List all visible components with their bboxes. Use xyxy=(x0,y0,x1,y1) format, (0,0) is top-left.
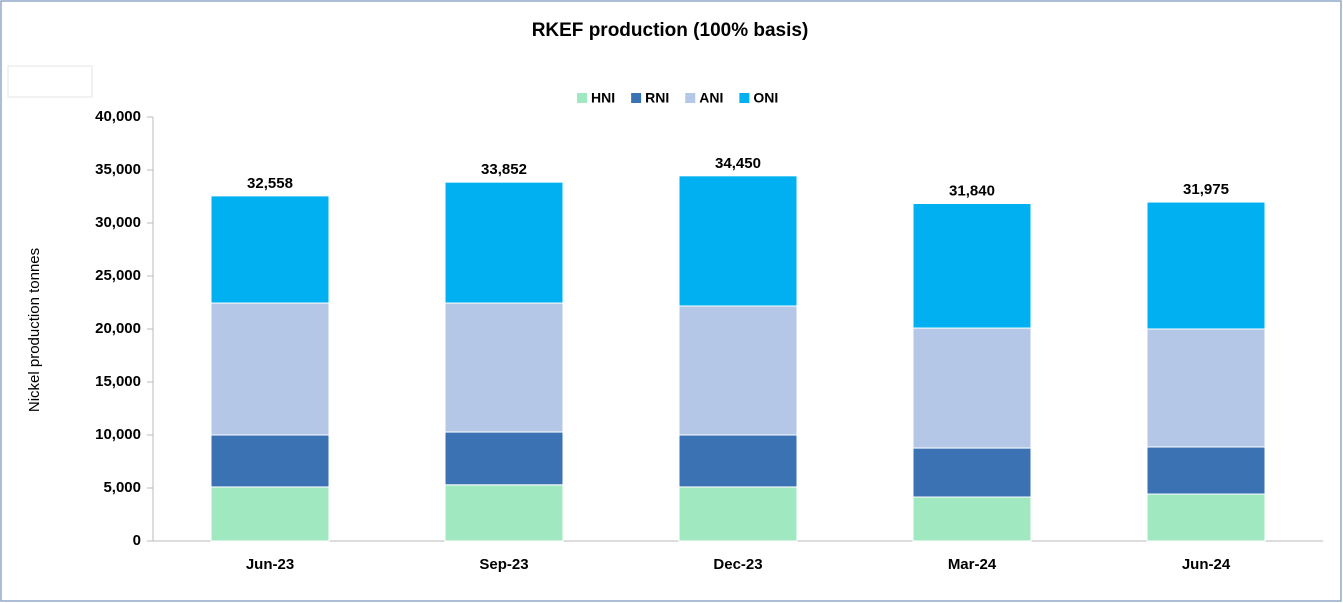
legend-swatch xyxy=(685,93,696,103)
bar-segment xyxy=(912,496,1032,542)
blank-box xyxy=(7,65,93,98)
bar-segment xyxy=(912,447,1032,498)
y-tick-label: 25,000 xyxy=(95,267,141,284)
bar-segment xyxy=(678,175,798,307)
bar-segment xyxy=(1146,446,1266,495)
legend-label: RNI xyxy=(645,90,669,106)
bar-segment xyxy=(444,181,564,304)
y-tick-label: 20,000 xyxy=(95,320,141,337)
y-axis-label: Nickel production tonnes xyxy=(26,248,43,412)
bar-segment xyxy=(678,486,798,542)
total-label: 33,852 xyxy=(481,161,527,178)
bar-segment xyxy=(444,431,564,486)
bar-segment xyxy=(210,434,330,488)
total-label: 31,975 xyxy=(1183,181,1229,198)
bar-segment xyxy=(678,434,798,488)
y-tick-label: 0 xyxy=(133,532,141,549)
bar-segment xyxy=(444,302,564,433)
legend-swatch xyxy=(631,93,642,103)
x-tick-label: Sep-23 xyxy=(479,556,528,573)
bar-segment xyxy=(912,327,1032,449)
bar-segment xyxy=(1146,328,1266,448)
total-label: 32,558 xyxy=(247,175,293,192)
legend-swatch xyxy=(577,93,587,103)
y-tick-label: 5,000 xyxy=(103,479,141,496)
bar-segment xyxy=(210,302,330,436)
bar-segment xyxy=(678,305,798,436)
y-tick-label: 15,000 xyxy=(95,373,141,390)
x-tick-label: Mar-24 xyxy=(948,556,997,573)
bar-segment xyxy=(210,486,330,542)
x-tick-label: Jun-24 xyxy=(1182,556,1231,573)
bar-segment xyxy=(210,195,330,304)
x-tick-label: Dec-23 xyxy=(713,556,762,573)
y-tick-label: 35,000 xyxy=(95,161,141,178)
total-label: 34,450 xyxy=(715,155,761,172)
legend-label: ONI xyxy=(753,90,778,106)
y-tick-label: 40,000 xyxy=(95,108,141,125)
y-tick-label: 10,000 xyxy=(95,426,141,443)
bar-segment xyxy=(444,484,564,542)
x-tick-label: Jun-23 xyxy=(246,556,294,573)
bar-segment xyxy=(912,202,1032,329)
chart-title: RKEF production (100% basis) xyxy=(532,20,809,41)
legend-label: HNI xyxy=(591,90,615,106)
y-tick-label: 30,000 xyxy=(95,214,141,231)
bar-segment xyxy=(1146,201,1266,330)
bar-segment xyxy=(1146,493,1266,542)
legend-label: ANI xyxy=(699,90,723,106)
legend-swatch xyxy=(739,93,750,103)
total-label: 31,840 xyxy=(949,182,995,199)
